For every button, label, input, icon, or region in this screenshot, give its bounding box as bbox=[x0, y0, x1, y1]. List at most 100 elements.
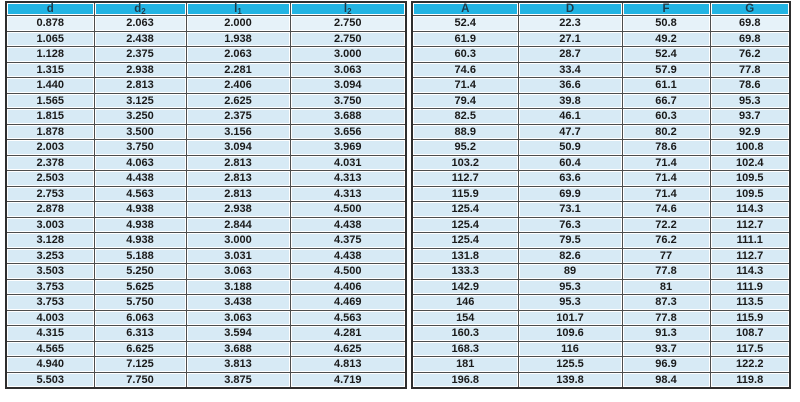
table-cell-l1: 3.156 bbox=[185, 123, 291, 140]
table-cell-D: 69.9 bbox=[517, 185, 623, 202]
table-cell-l2: 3.969 bbox=[289, 139, 407, 156]
table-cell-l2: 4.625 bbox=[289, 340, 407, 357]
table-cell-A: 154 bbox=[411, 309, 519, 326]
table-cell-F: 72.2 bbox=[621, 216, 711, 233]
table-cell-A: 196.8 bbox=[411, 371, 519, 389]
table-cell-d2: 5.250 bbox=[93, 263, 187, 280]
table-row: 71.4 36.6 61.1 78.6 bbox=[411, 77, 791, 94]
table-cell-G: 76.2 bbox=[709, 46, 791, 63]
table-cell-l1: 2.844 bbox=[185, 216, 291, 233]
table-row: 4.565 6.625 3.688 4.625 bbox=[5, 340, 407, 357]
table-row: 142.9 95.3 81 111.9 bbox=[411, 278, 791, 295]
column-header-G: G bbox=[709, 1, 791, 16]
table-cell-d2: 2.813 bbox=[93, 77, 187, 94]
table-cell-G: 112.7 bbox=[709, 216, 791, 233]
table-cell-d2: 4.438 bbox=[93, 170, 187, 187]
table-cell-F: 52.4 bbox=[621, 46, 711, 63]
table-cell-G: 108.7 bbox=[709, 325, 791, 342]
table-cell-d: 4.003 bbox=[5, 309, 95, 326]
table-row: 60.3 28.7 52.4 76.2 bbox=[411, 46, 791, 63]
table-cell-D: 50.9 bbox=[517, 139, 623, 156]
table-cell-G: 92.9 bbox=[709, 123, 791, 140]
table-cell-G: 122.2 bbox=[709, 356, 791, 373]
table-cell-G: 109.5 bbox=[709, 170, 791, 187]
table-cell-d2: 7.750 bbox=[93, 371, 187, 389]
table-cell-A: 79.4 bbox=[411, 92, 519, 109]
table-cell-l1: 3.000 bbox=[185, 232, 291, 249]
table-cell-l2: 4.469 bbox=[289, 294, 407, 311]
table-cell-A: 71.4 bbox=[411, 77, 519, 94]
table-cell-D: 22.3 bbox=[517, 15, 623, 32]
table-cell-D: 116 bbox=[517, 340, 623, 357]
table-cell-D: 36.6 bbox=[517, 77, 623, 94]
left-dimension-table: d d2 l1 l2 0.878 2.063 2.000 2.750 1.065 2.438 1.9… bbox=[5, 1, 407, 389]
table-cell-l1: 3.188 bbox=[185, 278, 291, 295]
column-header-A: A bbox=[411, 1, 519, 16]
table-cell-l2: 4.500 bbox=[289, 263, 407, 280]
table-cell-d: 1.815 bbox=[5, 108, 95, 125]
table-cell-D: 95.3 bbox=[517, 294, 623, 311]
table-cell-F: 77 bbox=[621, 247, 711, 264]
table-cell-l1: 3.438 bbox=[185, 294, 291, 311]
table-cell-l1: 3.063 bbox=[185, 263, 291, 280]
table-cell-D: 60.4 bbox=[517, 154, 623, 171]
table-row: 2.878 4.938 2.938 4.500 bbox=[5, 201, 407, 218]
table-cell-l1: 3.063 bbox=[185, 309, 291, 326]
table-cell-d2: 5.625 bbox=[93, 278, 187, 295]
table-cell-d2: 3.750 bbox=[93, 139, 187, 156]
table-cell-D: 73.1 bbox=[517, 201, 623, 218]
table-cell-l1: 2.281 bbox=[185, 61, 291, 78]
table-cell-d: 2.503 bbox=[5, 170, 95, 187]
table-cell-d: 4.315 bbox=[5, 325, 95, 342]
table-cell-l2: 3.094 bbox=[289, 77, 407, 94]
table-row: 154 101.7 77.8 115.9 bbox=[411, 309, 791, 326]
table-cell-G: 78.6 bbox=[709, 77, 791, 94]
table-cell-D: 109.6 bbox=[517, 325, 623, 342]
table-row: 1.440 2.813 2.406 3.094 bbox=[5, 77, 407, 94]
table-cell-l2: 4.031 bbox=[289, 154, 407, 171]
table-cell-l2: 4.438 bbox=[289, 216, 407, 233]
table-cell-G: 112.7 bbox=[709, 247, 791, 264]
table-cell-D: 47.7 bbox=[517, 123, 623, 140]
table-cell-d: 3.128 bbox=[5, 232, 95, 249]
column-header-l2: l2 bbox=[289, 1, 407, 16]
table-cell-d: 1.565 bbox=[5, 92, 95, 109]
table-cell-F: 98.4 bbox=[621, 371, 711, 389]
table-cell-l1: 1.938 bbox=[185, 30, 291, 47]
table-row: 125.4 79.5 76.2 111.1 bbox=[411, 232, 791, 249]
table-cell-A: 133.3 bbox=[411, 263, 519, 280]
table-cell-F: 71.4 bbox=[621, 170, 711, 187]
table-cell-D: 79.5 bbox=[517, 232, 623, 249]
table-cell-A: 181 bbox=[411, 356, 519, 373]
table-cell-d2: 4.938 bbox=[93, 232, 187, 249]
table-row: 2.503 4.438 2.813 4.313 bbox=[5, 170, 407, 187]
table-cell-l1: 2.813 bbox=[185, 170, 291, 187]
table-cell-G: 100.8 bbox=[709, 139, 791, 156]
table-row: 168.3 116 93.7 117.5 bbox=[411, 340, 791, 357]
table-cell-l2: 3.656 bbox=[289, 123, 407, 140]
table-cell-G: 69.8 bbox=[709, 30, 791, 47]
table-row: 3.003 4.938 2.844 4.438 bbox=[5, 216, 407, 233]
table-cell-d2: 3.250 bbox=[93, 108, 187, 125]
table-cell-l2: 4.563 bbox=[289, 309, 407, 326]
table-cell-l2: 4.375 bbox=[289, 232, 407, 249]
table-cell-G: 114.3 bbox=[709, 201, 791, 218]
table-cell-l2: 4.313 bbox=[289, 170, 407, 187]
table-cell-d: 1.878 bbox=[5, 123, 95, 140]
table-row: 88.9 47.7 80.2 92.9 bbox=[411, 123, 791, 140]
table-row: 2.378 4.063 2.813 4.031 bbox=[5, 154, 407, 171]
table-row: 2.753 4.563 2.813 4.313 bbox=[5, 185, 407, 202]
table-cell-l2: 4.438 bbox=[289, 247, 407, 264]
table-cell-l2: 4.813 bbox=[289, 356, 407, 373]
table-row: 74.6 33.4 57.9 77.8 bbox=[411, 61, 791, 78]
table-cell-l2: 4.406 bbox=[289, 278, 407, 295]
table-cell-G: 111.1 bbox=[709, 232, 791, 249]
table-row: 1.128 2.375 2.063 3.000 bbox=[5, 46, 407, 63]
table-row: 5.503 7.750 3.875 4.719 bbox=[5, 371, 407, 389]
table-cell-A: 160.3 bbox=[411, 325, 519, 342]
dimension-spec-table: d d2 l1 l2 0.878 2.063 2.000 2.750 1.065 2.438 1.9… bbox=[5, 1, 791, 389]
table-cell-F: 66.7 bbox=[621, 92, 711, 109]
table-cell-d: 2.753 bbox=[5, 185, 95, 202]
table-cell-d2: 6.063 bbox=[93, 309, 187, 326]
table-cell-F: 76.2 bbox=[621, 232, 711, 249]
